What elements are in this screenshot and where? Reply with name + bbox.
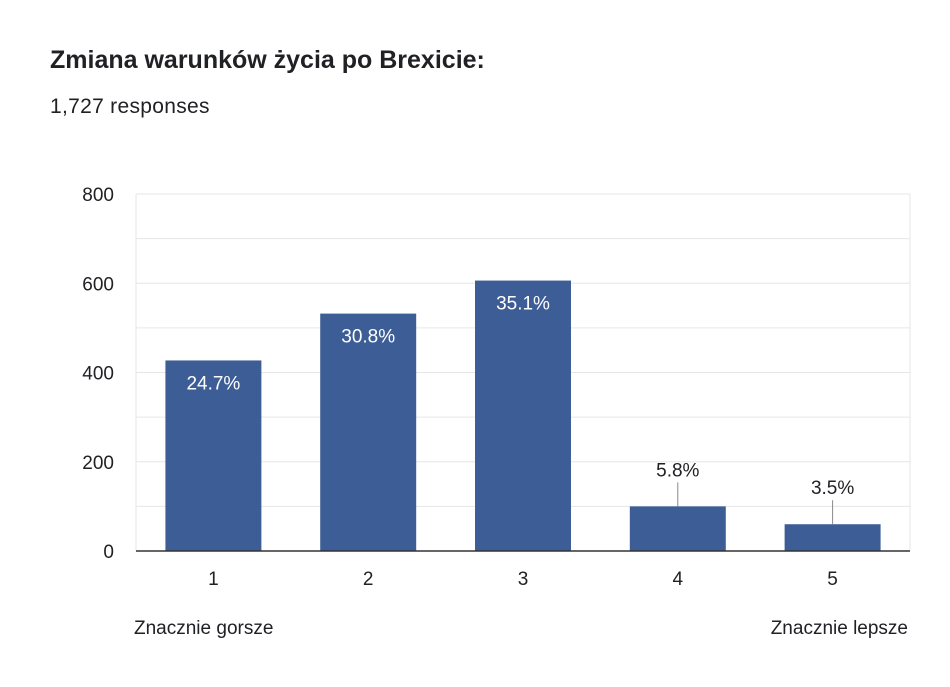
scale-low-label: Znacznie gorsze	[134, 618, 274, 639]
bar	[320, 313, 417, 551]
bar-value-label: 35.1%	[496, 294, 550, 315]
bar	[629, 506, 726, 551]
x-tick-label: 3	[518, 569, 529, 590]
y-tick-label: 0	[103, 542, 114, 563]
bar-value-label: 5.8%	[656, 460, 699, 481]
y-tick-label: 600	[82, 274, 114, 295]
x-tick-label: 5	[827, 569, 838, 590]
bar	[165, 360, 262, 551]
bar-value-label: 24.7%	[186, 373, 240, 394]
y-tick-label: 400	[82, 364, 114, 385]
bar-value-label: 30.8%	[341, 327, 395, 348]
scale-high-label: Znacznie lepsze	[770, 618, 908, 639]
x-tick-label: 1	[208, 569, 219, 590]
bar	[784, 524, 881, 551]
x-tick-label: 4	[673, 569, 684, 590]
chart-title: Zmiana warunków życia po Brexicie:	[50, 46, 485, 74]
bar-value-label: 3.5%	[811, 478, 854, 499]
bar	[475, 280, 571, 551]
response-count: 1,727 responses	[50, 95, 210, 118]
y-tick-label: 800	[82, 185, 114, 206]
y-tick-label: 200	[82, 453, 114, 474]
x-tick-label: 2	[363, 569, 374, 590]
